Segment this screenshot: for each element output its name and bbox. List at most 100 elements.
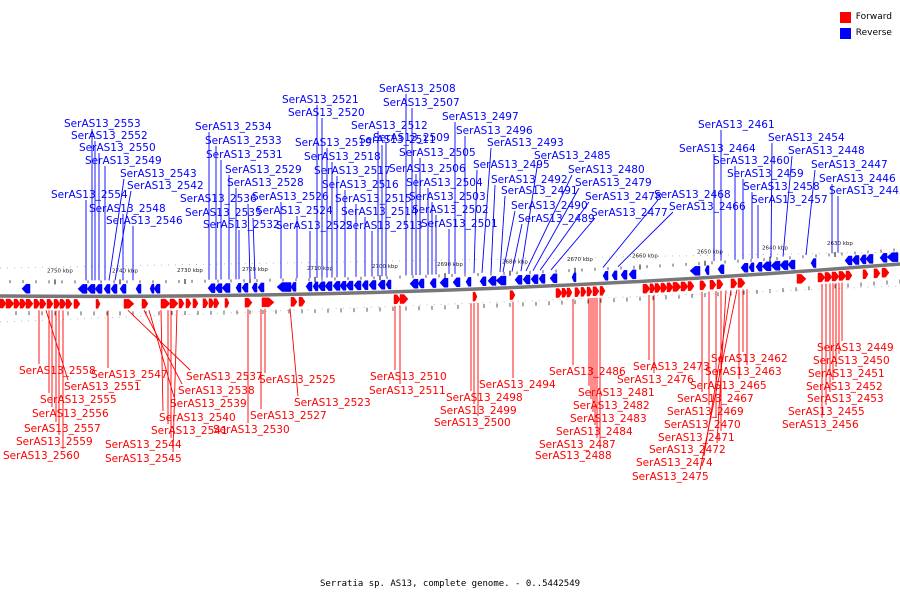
- tick-label: 2650 kbp: [697, 250, 723, 256]
- tick-label: 2710 kbp: [307, 266, 333, 272]
- reverse-gene-arrow: [452, 277, 461, 288]
- gene-leader-line: [617, 211, 674, 267]
- reverse-gene-arrow: [241, 282, 249, 293]
- reverse-gene-label: SerAS13_2505: [399, 147, 476, 159]
- reverse-gene-arrow: [571, 272, 577, 283]
- reverse-gene-label: SerAS13_2479: [575, 177, 652, 189]
- reverse-gene-label: SerAS13_2552: [71, 130, 148, 142]
- forward-gene-arrow: [472, 291, 478, 302]
- forward-gene-arrow: [39, 299, 47, 309]
- tick-label: 2680 kbp: [502, 260, 528, 266]
- legend-label-reverse: Reverse: [855, 28, 892, 38]
- forward-gene-label: SerAS13_2551: [64, 381, 141, 393]
- forward-gene-arrow: [699, 280, 707, 291]
- reverse-gene-label: SerAS13_2503: [409, 191, 486, 203]
- forward-gene-arrow: [845, 270, 853, 281]
- reverse-gene-label: SerAS13_2457: [751, 194, 828, 206]
- forward-gene-arrow: [53, 299, 61, 309]
- forward-gene-arrow: [687, 281, 695, 291]
- forward-gene-label: SerAS13_2487: [539, 439, 616, 451]
- reverse-gene-label: SerAS13_2477: [591, 207, 668, 219]
- forward-gene-arrow: [580, 287, 587, 297]
- reverse-gene-arrow: [761, 261, 772, 272]
- forward-gene-label: SerAS13_2500: [434, 417, 511, 429]
- forward-gene-arrow: [202, 298, 209, 308]
- forward-gene-arrow: [824, 272, 833, 282]
- forward-gene-arrow: [566, 287, 573, 298]
- reverse-gene-arrow: [429, 278, 437, 288]
- reverse-gene-label: SerAS13_2489: [518, 213, 595, 225]
- reverse-gene-arrow: [779, 260, 789, 270]
- tick-label: 2670 kbp: [567, 257, 593, 263]
- gene-leader-line: [499, 195, 506, 273]
- tick-label: 2730 kbp: [177, 268, 203, 274]
- reverse-gene-arrow: [740, 262, 749, 273]
- gene-leader-line: [473, 169, 478, 274]
- reverse-gene-label: SerAS13_2507: [383, 97, 460, 109]
- forward-gene-arrow: [65, 299, 73, 309]
- reverse-gene-arrow: [770, 260, 781, 271]
- reverse-gene-label: SerAS13_2502: [412, 204, 489, 216]
- forward-gene-arrow: [73, 299, 81, 309]
- reverse-gene-label: SerAS13_2520: [288, 107, 365, 119]
- reverse-gene-arrow: [385, 279, 392, 290]
- reverse-gene-arrow: [110, 284, 118, 294]
- forward-gene-arrow: [555, 288, 563, 298]
- forward-gene-arrow: [298, 296, 306, 307]
- reverse-gene-label: SerAS13_2534: [195, 121, 272, 133]
- forward-gene-arrow: [169, 298, 179, 309]
- reverse-gene-arrow: [235, 283, 242, 293]
- forward-gene-arrow: [666, 282, 674, 293]
- reverse-gene-label: SerAS13_2546: [106, 215, 183, 227]
- forward-gene-label: SerAS13_2482: [573, 400, 650, 412]
- forward-gene-label: SerAS13_2465: [690, 380, 767, 392]
- tick-label: 2740 kbp: [112, 268, 138, 274]
- forward-gene-label: SerAS13_2547: [91, 369, 168, 381]
- reverse-gene-arrow: [135, 284, 142, 294]
- forward-gene-label: SerAS13_2488: [535, 450, 612, 462]
- gene-leader-line: [160, 310, 164, 412]
- tick-label: 2750 kbp: [47, 268, 73, 274]
- reverse-gene-label: SerAS13_2508: [379, 83, 456, 95]
- reverse-gene-label: SerAS13_2464: [679, 143, 756, 155]
- forward-gene-label: SerAS13_2541: [151, 425, 228, 437]
- reverse-gene-label: SerAS13_2518: [304, 151, 381, 163]
- forward-gene-arrow: [660, 282, 668, 293]
- gene-leader-line: [108, 178, 125, 281]
- reverse-gene-label: SerAS13_2445: [829, 185, 900, 197]
- reverse-gene-arrow: [487, 276, 497, 286]
- tick-label: 2720 kbp: [242, 267, 268, 273]
- forward-gene-label: SerAS13_2558: [19, 365, 96, 377]
- forward-gene-label: SerAS13_2452: [806, 381, 883, 393]
- gene-leader-line: [172, 310, 178, 453]
- reverse-gene-label: SerAS13_2504: [406, 177, 483, 189]
- scale-ticks: 2750 kbp 2740 kbp 2730 kbp 2720 kbp 2710 kbp…: [0, 241, 900, 323]
- reverse-gene-arrow: [257, 282, 265, 293]
- tick-label: 2660 kbp: [632, 253, 658, 259]
- reverse-gene-label: SerAS13_2448: [788, 145, 865, 157]
- forward-gene-arrow: [13, 298, 21, 309]
- reverse-gene-label: SerAS13_2458: [743, 181, 820, 193]
- forward-gene-arrow: [0, 298, 7, 309]
- genome-backbone: [0, 262, 900, 299]
- reverse-gene-label: SerAS13_2468: [654, 189, 731, 201]
- forward-gene-arrow: [393, 294, 401, 304]
- forward-gene-label: SerAS13_2486: [549, 366, 626, 378]
- reverse-gene-label: SerAS13_2517: [314, 165, 391, 177]
- reverse-gene-arrow: [377, 279, 386, 290]
- reverse-gene-arrow: [810, 258, 817, 268]
- forward-gene-label: SerAS13_2484: [556, 426, 633, 438]
- reverse-gene-arrow: [339, 280, 347, 291]
- reverse-gene-arrow: [149, 283, 155, 294]
- gene-leader-line: [502, 210, 516, 273]
- gene-leader-line: [699, 289, 738, 471]
- forward-gene-label: SerAS13_2483: [570, 413, 647, 425]
- reverse-gene-label: SerAS13_2485: [534, 150, 611, 162]
- reverse-gene-arrow: [865, 254, 874, 264]
- gene-leader-line: [481, 147, 492, 273]
- reverse-gene-arrow: [153, 283, 161, 294]
- forward-gene-label: SerAS13_2525: [259, 374, 336, 386]
- reverse-gene-arrow: [611, 270, 618, 281]
- reverse-gene-label: SerAS13_2490: [511, 200, 588, 212]
- reverse-gene-arrow: [538, 274, 546, 284]
